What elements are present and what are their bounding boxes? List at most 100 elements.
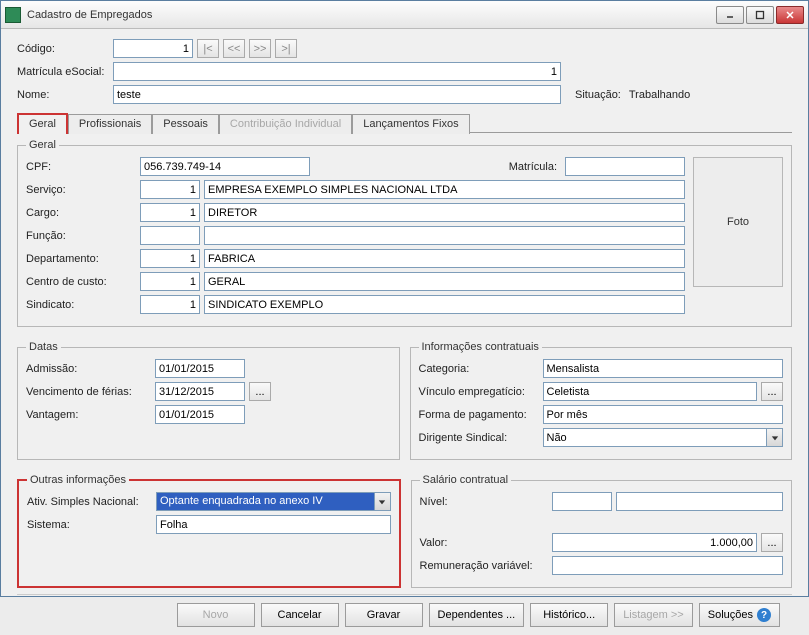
- categoria-label: Categoria:: [419, 363, 539, 375]
- sistema-label: Sistema:: [27, 519, 152, 531]
- codigo-input[interactable]: [113, 39, 193, 58]
- chevron-down-icon: [766, 429, 782, 446]
- novo-button: Novo: [177, 603, 255, 627]
- venc-ferias-browse-button[interactable]: ...: [249, 382, 271, 401]
- remuneracao-input[interactable]: [552, 556, 784, 575]
- venc-ferias-input[interactable]: [155, 382, 245, 401]
- datas-legend: Datas: [26, 341, 61, 353]
- tab-geral[interactable]: Geral: [17, 113, 68, 134]
- window: Cadastro de Empregados Código: |< << >> …: [0, 0, 809, 597]
- tab-lancamentos[interactable]: Lançamentos Fixos: [352, 114, 469, 134]
- centro-desc-input[interactable]: [204, 272, 685, 291]
- valor-input[interactable]: [552, 533, 758, 552]
- cpf-label: CPF:: [26, 161, 136, 173]
- bottom-bar: Novo Cancelar Gravar Dependentes ... His…: [17, 594, 792, 627]
- nivel-desc-input[interactable]: [616, 492, 784, 511]
- matricula-esocial-label: Matrícula eSocial:: [17, 66, 109, 78]
- foto-box[interactable]: Foto: [693, 157, 783, 287]
- valor-browse-button[interactable]: ...: [761, 533, 783, 552]
- cargo-code-input[interactable]: [140, 203, 200, 222]
- situacao-value: Trabalhando: [629, 89, 690, 101]
- nav-first-button[interactable]: |<: [197, 39, 219, 58]
- sistema-input[interactable]: [156, 515, 391, 534]
- salario-fieldset: Salário contratual Nível: Valor: ... Rem…: [411, 474, 793, 588]
- salario-legend: Salário contratual: [420, 474, 512, 486]
- datas-fieldset: Datas Admissão: Vencimento de férias: ..…: [17, 341, 400, 460]
- close-button[interactable]: [776, 6, 804, 24]
- dirigente-input[interactable]: [543, 428, 784, 447]
- venc-ferias-label: Vencimento de férias:: [26, 386, 151, 398]
- chevron-down-icon: [374, 493, 390, 510]
- nav-prev-button[interactable]: <<: [223, 39, 245, 58]
- servico-desc-input[interactable]: [204, 180, 685, 199]
- cargo-desc-input[interactable]: [204, 203, 685, 222]
- gravar-button[interactable]: Gravar: [345, 603, 423, 627]
- forma-input[interactable]: [543, 405, 784, 424]
- matricula-esocial-input[interactable]: [113, 62, 561, 81]
- maximize-button[interactable]: [746, 6, 774, 24]
- funcao-code-input[interactable]: [140, 226, 200, 245]
- geral-fieldset: Geral CPF: Matrícula: Serviço:: [17, 139, 792, 327]
- app-icon: [5, 7, 21, 23]
- codigo-label: Código:: [17, 43, 109, 55]
- contratuais-legend: Informações contratuais: [419, 341, 542, 353]
- geral-legend: Geral: [26, 139, 59, 151]
- vinculo-input[interactable]: [543, 382, 758, 401]
- solucoes-button[interactable]: Soluções ?: [699, 603, 780, 627]
- nav-next-button[interactable]: >>: [249, 39, 271, 58]
- titlebar: Cadastro de Empregados: [1, 1, 808, 29]
- vantagem-label: Vantagem:: [26, 409, 151, 421]
- listagem-button: Listagem >>: [614, 603, 693, 627]
- window-title: Cadastro de Empregados: [27, 9, 716, 21]
- situacao-label: Situação:: [575, 89, 621, 101]
- remuneracao-label: Remuneração variável:: [420, 560, 548, 572]
- centro-label: Centro de custo:: [26, 276, 136, 288]
- outras-legend: Outras informações: [27, 474, 129, 486]
- nivel-label: Nível:: [420, 496, 548, 508]
- ativ-value: Optante enquadrada no anexo IV: [156, 492, 391, 511]
- outras-fieldset: Outras informações Ativ. Simples Naciona…: [17, 474, 401, 588]
- tab-profissionais[interactable]: Profissionais: [68, 114, 152, 134]
- nome-label: Nome:: [17, 89, 109, 101]
- dependentes-button[interactable]: Dependentes ...: [429, 603, 525, 627]
- vantagem-input[interactable]: [155, 405, 245, 424]
- nome-input[interactable]: [113, 85, 561, 104]
- funcao-label: Função:: [26, 230, 136, 242]
- sindicato-desc-input[interactable]: [204, 295, 685, 314]
- historico-button[interactable]: Histórico...: [530, 603, 608, 627]
- dirigente-combo[interactable]: [543, 428, 784, 447]
- minimize-button[interactable]: [716, 6, 744, 24]
- help-icon: ?: [757, 608, 771, 622]
- nivel-code-input[interactable]: [552, 492, 612, 511]
- sindicato-label: Sindicato:: [26, 299, 136, 311]
- nav-last-button[interactable]: >|: [275, 39, 297, 58]
- departamento-label: Departamento:: [26, 253, 136, 265]
- valor-label: Valor:: [420, 537, 548, 549]
- vinculo-browse-button[interactable]: ...: [761, 382, 783, 401]
- matricula-label: Matrícula:: [509, 161, 557, 173]
- funcao-desc-input[interactable]: [204, 226, 685, 245]
- matricula-input[interactable]: [565, 157, 685, 176]
- servico-label: Serviço:: [26, 184, 136, 196]
- departamento-code-input[interactable]: [140, 249, 200, 268]
- ativ-combo[interactable]: Optante enquadrada no anexo IV: [156, 492, 391, 511]
- admissao-input[interactable]: [155, 359, 245, 378]
- ativ-label: Ativ. Simples Nacional:: [27, 496, 152, 508]
- content: Código: |< << >> >| Matrícula eSocial: N…: [1, 29, 808, 635]
- solucoes-label: Soluções: [708, 609, 753, 621]
- categoria-input[interactable]: [543, 359, 784, 378]
- contratuais-fieldset: Informações contratuais Categoria: Víncu…: [410, 341, 793, 460]
- cargo-label: Cargo:: [26, 207, 136, 219]
- departamento-desc-input[interactable]: [204, 249, 685, 268]
- vinculo-label: Vínculo empregatício:: [419, 386, 539, 398]
- tab-pessoais[interactable]: Pessoais: [152, 114, 219, 134]
- tab-contribuicao: Contribuição Individual: [219, 114, 352, 134]
- servico-code-input[interactable]: [140, 180, 200, 199]
- sindicato-code-input[interactable]: [140, 295, 200, 314]
- cpf-input[interactable]: [140, 157, 310, 176]
- dirigente-label: Dirigente Sindical:: [419, 432, 539, 444]
- tabs: Geral Profissionais Pessoais Contribuiçã…: [17, 112, 792, 133]
- forma-label: Forma de pagamento:: [419, 409, 539, 421]
- centro-code-input[interactable]: [140, 272, 200, 291]
- cancelar-button[interactable]: Cancelar: [261, 603, 339, 627]
